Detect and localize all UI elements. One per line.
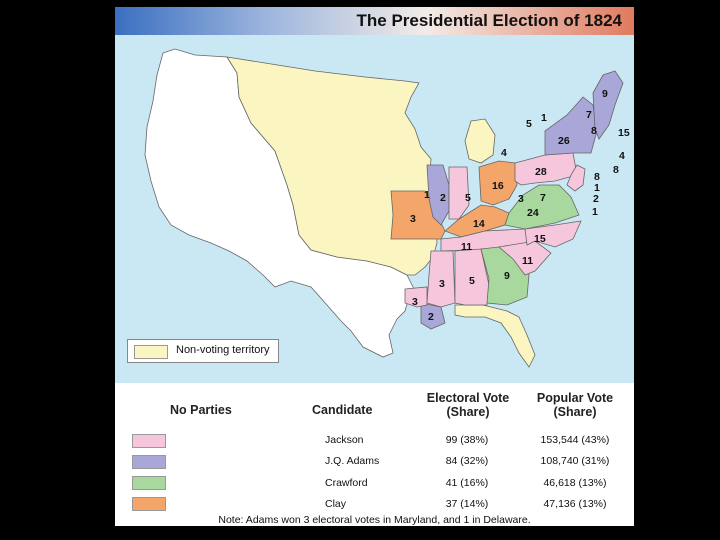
- ev-label: 28: [535, 166, 547, 178]
- state-illinois: [426, 164, 450, 226]
- electoral-value: 37 (14%): [445, 498, 489, 510]
- header-no-parties: No Parties: [170, 403, 232, 417]
- ev-label: 5: [465, 192, 471, 204]
- legend-label: Non-voting territory: [176, 344, 270, 356]
- electoral-value: 99 (38%): [445, 434, 489, 446]
- ev-label: 2: [440, 192, 446, 204]
- ev-label: 9: [504, 270, 510, 282]
- ev-label: 7: [586, 109, 592, 121]
- ev-label: 5: [469, 275, 475, 287]
- ev-label: 7: [540, 192, 546, 204]
- header-popular-line1: Popular Vote: [536, 391, 614, 405]
- state-indiana: [448, 166, 470, 220]
- popular-value: 47,136 (13%): [543, 498, 607, 510]
- ev-label: 2: [428, 311, 434, 323]
- state-north-carolina: [524, 220, 582, 248]
- ev-label: 3: [410, 213, 416, 225]
- state-louisiana: [420, 302, 446, 330]
- crawford-swatch: [132, 476, 166, 490]
- ev-label: 2: [593, 193, 599, 205]
- jackson-swatch: [132, 434, 166, 448]
- state-ohio: [478, 160, 518, 206]
- popular-value: 108,740 (31%): [540, 455, 610, 467]
- ev-label: 3: [439, 278, 445, 290]
- map-legend: Non-voting territory: [127, 339, 279, 363]
- results-table: No Parties Candidate Electoral Vote (Sha…: [115, 383, 634, 526]
- ev-label: 4: [619, 150, 625, 162]
- state-virginia: [504, 184, 580, 230]
- state-new-england: [592, 70, 624, 140]
- ev-label: 1: [592, 206, 598, 218]
- ev-label: 11: [461, 241, 472, 253]
- ev-label: 8: [591, 125, 597, 137]
- clay-swatch: [132, 497, 166, 511]
- candidate-name: J.Q. Adams: [325, 455, 380, 467]
- state-mid-atlantic: [566, 164, 586, 192]
- header-electoral-line1: Electoral Vote: [426, 391, 510, 405]
- ev-label: 26: [558, 135, 570, 147]
- header-candidate: Candidate: [312, 403, 373, 417]
- ev-label: 16: [492, 180, 504, 192]
- ev-label: 3: [412, 296, 418, 308]
- vote-label-layer: 9 7 8 15 4 8 5 1 26 28 8 1 2 1 4 16 3 7 …: [410, 88, 630, 323]
- ev-label: 9: [602, 88, 608, 100]
- election-map: 9 7 8 15 4 8 5 1 26 28 8 1 2 1 4 16 3 7 …: [115, 35, 634, 383]
- state-arkansas-area: [404, 286, 428, 308]
- title-bar: The Presidential Election of 1824: [115, 7, 634, 35]
- footnote: Note: Adams won 3 electoral votes in Mar…: [218, 514, 531, 526]
- slide-frame: The Presidential Election of 1824: [115, 7, 634, 526]
- header-popular-line2: (Share): [553, 405, 597, 419]
- header-electoral-line2: (Share): [446, 405, 490, 419]
- electoral-value: 84 (32%): [445, 455, 489, 467]
- candidate-name: Jackson: [325, 434, 364, 446]
- non-voting-territory: [226, 56, 438, 276]
- map-svg: [144, 48, 624, 368]
- candidate-name: Crawford: [325, 477, 368, 489]
- page-title: The Presidential Election of 1824: [356, 11, 622, 30]
- electoral-value: 41 (16%): [445, 477, 489, 489]
- ev-label: 15: [618, 127, 630, 139]
- popular-value: 46,618 (13%): [543, 477, 607, 489]
- non-voting-swatch: [134, 345, 168, 359]
- ev-label: 1: [594, 182, 600, 194]
- ev-label: 14: [473, 218, 485, 230]
- ev-label: 11: [522, 255, 533, 267]
- adams-swatch: [132, 455, 166, 469]
- candidate-name: Clay: [325, 498, 347, 510]
- header-popular-vote: Popular Vote (Share): [525, 391, 625, 419]
- florida-territory: [454, 304, 536, 368]
- ev-label: 1: [424, 189, 430, 201]
- ev-label: 4: [501, 147, 507, 159]
- ev-label: 3: [518, 193, 524, 205]
- ev-label: 8: [594, 171, 600, 183]
- ev-label: 1: [541, 112, 547, 124]
- ev-label: 8: [613, 164, 619, 176]
- popular-value: 153,544 (43%): [540, 434, 610, 446]
- michigan-territory: [464, 118, 496, 164]
- ev-label: 24: [527, 207, 539, 219]
- header-electoral-vote: Electoral Vote (Share): [413, 391, 523, 419]
- ev-label: 15: [534, 233, 546, 245]
- ev-label: 5: [526, 118, 532, 130]
